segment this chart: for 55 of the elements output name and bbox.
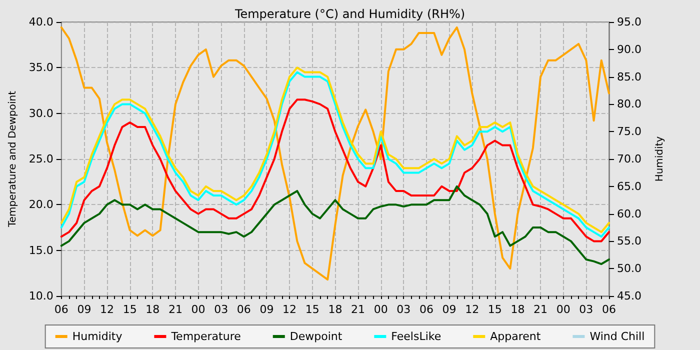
line-series xyxy=(60,26,610,281)
x-tick-label: 03 xyxy=(579,303,594,316)
x-tick-label: 06 xyxy=(419,303,434,316)
legend-label: Humidity xyxy=(72,330,123,343)
y2-tick-label: 75.0 xyxy=(617,125,642,138)
chart-title: Temperature (°C) and Humidity (RH%) xyxy=(234,7,466,21)
y2-tick-label: 70.0 xyxy=(617,152,642,166)
x-tick-label: 21 xyxy=(168,303,182,316)
y2-tick-label: 85.0 xyxy=(617,70,642,84)
x-tick-label: 00 xyxy=(556,303,570,316)
y-tick-label: 15.0 xyxy=(28,244,54,257)
x-tick-label: 15 xyxy=(305,303,320,316)
y2-tick-label: 55.0 xyxy=(617,234,642,248)
x-tick-label: 15 xyxy=(488,303,502,316)
y2-tick-label: 95.0 xyxy=(617,16,642,28)
x-tick-label: 00 xyxy=(191,303,206,316)
x-tick-label: 06 xyxy=(236,303,251,316)
y2-tick-label: 60.0 xyxy=(617,207,642,220)
y2-tick-label: 50.0 xyxy=(617,262,642,276)
x-tick-label: 06 xyxy=(602,303,616,316)
x-tick-label: 00 xyxy=(374,303,388,316)
line-series xyxy=(60,185,610,266)
y-tick-label: 35.0 xyxy=(28,61,54,74)
y2-tick-label: 65.0 xyxy=(617,180,642,193)
y-tick-label: 30.0 xyxy=(28,106,54,120)
x-tick-label: 06 xyxy=(54,303,68,316)
x-tick-label: 03 xyxy=(214,303,228,316)
y2-tick-label: 80.0 xyxy=(617,98,642,111)
x-tick-label: 03 xyxy=(396,303,411,316)
legend-label: Temperature xyxy=(170,330,242,343)
legend-label: Apparent xyxy=(490,330,542,343)
x-tick-label: 21 xyxy=(351,303,366,316)
legend-label: Dewpoint xyxy=(290,330,343,343)
x-tick-label: 09 xyxy=(260,303,274,316)
y2-tick-label: 45.0 xyxy=(617,290,642,302)
x-tick-label: 12 xyxy=(465,303,480,316)
y2-tick-label: 90.0 xyxy=(617,42,642,56)
x-tick-label: 12 xyxy=(282,303,297,316)
legend-label: FeelsLike xyxy=(391,330,442,343)
line-series xyxy=(60,98,610,242)
y-tick-label: 10.0 xyxy=(28,290,54,302)
x-tick-label: 12 xyxy=(100,303,114,316)
y-tick-label: 20.0 xyxy=(28,198,54,212)
y2-axis-title: Humidity xyxy=(654,136,666,182)
x-tick-label: 18 xyxy=(146,303,160,316)
y-tick-label: 25.0 xyxy=(28,152,54,166)
x-tick-label: 15 xyxy=(122,303,137,316)
x-tick-label: 09 xyxy=(77,303,92,316)
x-tick-label: 09 xyxy=(442,303,456,316)
x-tick-label: 18 xyxy=(328,303,342,316)
y-tick-label: 40.0 xyxy=(28,16,54,28)
legend-label: Wind Chill xyxy=(590,330,645,343)
x-tick-label: 21 xyxy=(534,303,548,316)
y-axis-title: Temperature and Dewpoint xyxy=(8,90,18,228)
x-tick-label: 18 xyxy=(510,303,525,316)
